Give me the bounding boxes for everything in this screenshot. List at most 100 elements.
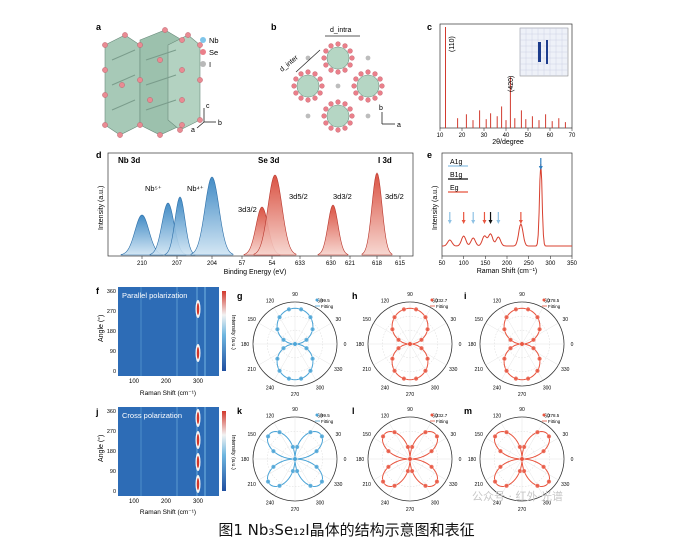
polar-tick-label: 270 [291, 392, 300, 398]
raman-arrowhead [538, 166, 543, 170]
legend-peak-label: 99.5 [321, 298, 330, 303]
polar-data-point [298, 376, 304, 381]
polar-tick-label: 90 [519, 292, 525, 298]
polar-data-point [502, 356, 507, 362]
polar-grid-spoke [409, 437, 447, 460]
se-atom [335, 41, 341, 47]
i-atom [335, 83, 341, 89]
polar-data-point [541, 464, 546, 470]
polar-data-point [386, 448, 391, 454]
xps-group-se: Se 3d [258, 156, 279, 165]
polar-data-point [405, 444, 411, 450]
xps-label-i-3d52: 3d5/2 [385, 192, 404, 201]
polar-tick-label: 330 [561, 482, 570, 488]
polar-tick-label: 270 [406, 392, 415, 398]
polar-data-point [419, 345, 424, 351]
polar-data-point [396, 345, 401, 351]
se-atom [305, 97, 311, 103]
polar-data-point [535, 368, 540, 374]
polar-data-point [396, 337, 401, 343]
heatmap-x-tick-label: 300 [193, 379, 204, 385]
heatmap-y-tick-label: 360 [107, 409, 116, 415]
polar-data-point [504, 483, 509, 489]
axis-b-label: b [218, 120, 222, 127]
chain-cross-sections [291, 41, 385, 133]
se-atom [197, 77, 203, 83]
xrd-tick-label: 30 [481, 133, 488, 139]
raman-legend-b1g: B1g [450, 172, 463, 179]
polar-data-point [492, 479, 498, 484]
se-atom [147, 97, 153, 103]
polar-tick-label: 90 [292, 292, 298, 298]
polar-tick-label: 120 [381, 414, 390, 420]
heatmap-f-x-label: Raman Shift (cm⁻¹) [140, 390, 196, 397]
polar-tick-label: 270 [291, 507, 300, 513]
axis-b2-label: b [379, 105, 383, 112]
se-atom [177, 127, 183, 133]
polar-tick-label: 240 [266, 385, 275, 391]
polar-grid-spoke [485, 458, 523, 481]
polar-tick-label: 330 [334, 482, 343, 488]
polar-data-point [508, 345, 513, 351]
se-atom [328, 67, 334, 73]
raman-tick-label: 250 [524, 261, 535, 267]
polar-grid-spoke [388, 458, 411, 496]
heatmap-band [140, 407, 142, 496]
raman-tick-label: 350 [567, 261, 578, 267]
panel-label-c: c [427, 22, 432, 32]
xrd-tick-label: 10 [437, 133, 444, 139]
xps-group-nb: Nb 3d [118, 156, 140, 165]
polar-tick-label: 30 [451, 432, 457, 438]
se-atom [179, 97, 185, 103]
heatmap-peak [196, 478, 200, 490]
xrd-tick-label: 40 [503, 133, 510, 139]
panel-e: e Intensity (a.u.) A1g B1g Eg 50 100 150 20… [427, 150, 578, 275]
polar-tick-label: 90 [519, 407, 525, 413]
se-atom [137, 42, 143, 48]
polar-tick-label: 120 [381, 299, 390, 305]
raman-arrowhead [461, 220, 466, 224]
se-atom [347, 48, 353, 54]
polar-tick-label: 300 [316, 385, 325, 391]
polar-grid-spoke [500, 458, 523, 496]
polar-tick-label: 240 [381, 500, 390, 506]
se-atom [353, 76, 359, 82]
polar-data-point [386, 464, 391, 470]
polar-data-point [304, 345, 309, 351]
xps-peak [361, 172, 393, 256]
heatmap-j-bands [140, 407, 206, 496]
polar-data-point [401, 307, 407, 312]
se-atom [358, 71, 364, 77]
axis-a-label: a [191, 127, 195, 134]
xps-tick-label: 54 [269, 261, 276, 267]
polar-data-point [492, 434, 498, 439]
polar-data-point [423, 483, 428, 489]
polar-data-point [392, 314, 397, 320]
polar-grid-spoke [409, 322, 447, 345]
raman-arrowhead [471, 220, 476, 224]
se-atom [312, 71, 318, 77]
heatmap-peak [196, 347, 200, 359]
se-atom [342, 43, 348, 49]
polar-tick-label: 60 [544, 299, 550, 305]
polar-tick-label: 90 [292, 407, 298, 413]
polar-tick-label: 240 [493, 500, 502, 506]
legend-i: I [209, 60, 211, 69]
se-atom [179, 67, 185, 73]
polar-grid-spoke [373, 322, 411, 345]
polar-data-point [380, 434, 386, 439]
polar-grid-spoke [521, 343, 544, 381]
legend-fit-label: Fitting [321, 304, 334, 309]
xps-tick-label: 633 [295, 261, 306, 267]
polar-data-point [504, 314, 509, 320]
colorbar-j [222, 411, 226, 491]
polar-tick-label: 330 [334, 367, 343, 373]
polar-grid-spoke [294, 307, 317, 345]
d-intra-label: d_intra [330, 27, 352, 34]
polar-tick-label: 270 [518, 392, 527, 398]
panel-label-b: b [271, 22, 277, 32]
polar-grid-spoke [388, 343, 411, 381]
se-atom [347, 62, 353, 68]
polar-grid-spoke [485, 322, 523, 345]
